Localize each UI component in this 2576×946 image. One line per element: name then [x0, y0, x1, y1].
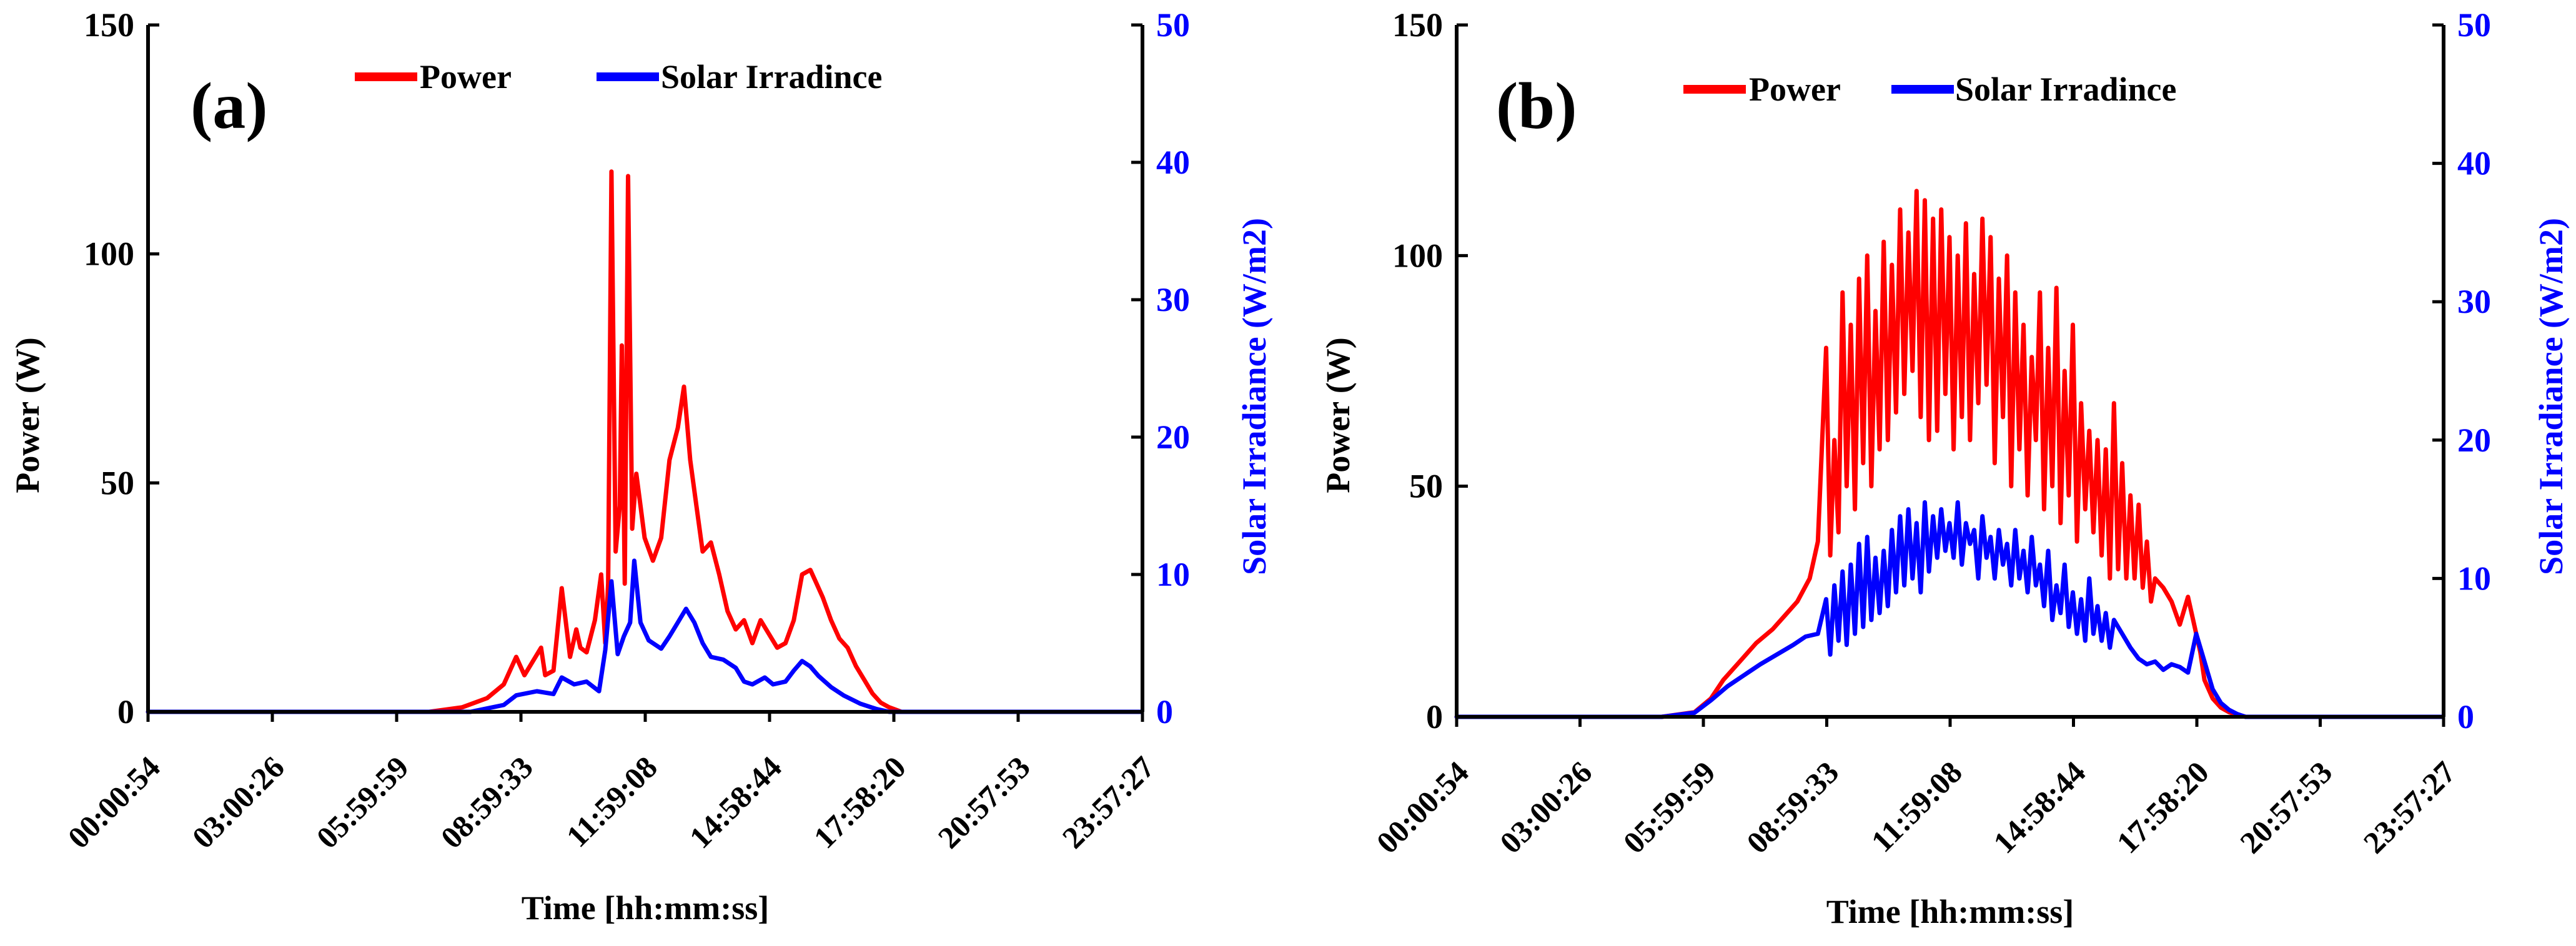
y-tick-label: 50 — [1409, 468, 1443, 505]
y-tick-label: 50 — [101, 464, 134, 501]
y2-axis-label-b: Solar Irradiance (W/m2) — [2532, 218, 2570, 575]
x-axis-label-a: Time [hh:mm:ss] — [522, 889, 769, 927]
x-tick-label: 00:00:54 — [61, 749, 167, 855]
x-tick-label: 23:57:27 — [2357, 754, 2462, 860]
series-lines-b — [1454, 189, 2445, 719]
series-line-power-a — [146, 169, 1144, 714]
x-ticks-b: 00:00:54 03:00:26 05:59:59 08:59:33 11:59:08… — [1370, 717, 2462, 860]
y-ticks-b: 0 50 100 150 — [1392, 6, 1468, 736]
y-tick-label: 0 — [117, 693, 134, 731]
x-tick-label: 05:59:59 — [1617, 754, 1722, 860]
x-ticks-a: 00:00:54 03:00:26 05:59:59 08:59:33 11:59:08… — [61, 712, 1161, 855]
x-tick-label: 17:58:20 — [2110, 754, 2216, 860]
x-tick-label: 20:57:53 — [2233, 754, 2339, 860]
y2-tick-label: 30 — [1156, 281, 1190, 318]
x-tick-label: 14:58:44 — [683, 749, 788, 855]
y-tick-label: 150 — [84, 6, 134, 44]
series-line-solar-irradince-b — [1454, 500, 2445, 719]
y-tick-label: 150 — [1392, 6, 1443, 44]
y-tick-label: 100 — [1392, 237, 1443, 274]
x-axis-label-b: Time [hh:mm:ss] — [1826, 893, 2074, 930]
y2-tick-label: 0 — [2457, 698, 2474, 736]
x-tick-label: 20:57:53 — [931, 749, 1037, 855]
y2-tick-label: 10 — [1156, 556, 1190, 593]
y2-tick-label: 20 — [1156, 418, 1190, 456]
y-axis-label-a: Power (W) — [9, 337, 46, 493]
x-tick-label: 17:58:20 — [807, 749, 913, 855]
x-tick-label: 14:58:44 — [1986, 754, 2092, 860]
x-tick-label: 03:00:26 — [186, 749, 291, 855]
legend-b: Power Solar Irradince — [1683, 71, 2176, 108]
x-tick-label: 08:59:33 — [434, 749, 540, 855]
legend-irradiance-label-a: Solar Irradince — [661, 58, 882, 96]
y2-tick-label: 50 — [1156, 6, 1190, 44]
y2-ticks-a: 0 10 20 30 40 50 — [1131, 6, 1190, 731]
y2-tick-label: 40 — [1156, 144, 1190, 181]
y-ticks-a: 0 50 100 150 — [84, 6, 159, 731]
panel-label-b: (b) — [1496, 69, 1577, 142]
series-line-power-b — [1454, 189, 2445, 719]
chart-panel-b: 0 50 100 150 0 10 20 30 40 50 00:00:54 03:00:26 05… — [1319, 6, 2570, 930]
y2-tick-label: 30 — [2457, 283, 2491, 320]
x-tick-label: 08:59:33 — [1740, 754, 1845, 860]
legend-irradiance-label-b: Solar Irradince — [1955, 71, 2176, 108]
y-tick-label: 0 — [1426, 698, 1443, 736]
series-lines-a — [146, 169, 1144, 714]
y2-tick-label: 0 — [1156, 693, 1173, 731]
chart-panel-a: 0 50 100 150 0 10 20 30 40 50 00:00:54 03:00:26 05… — [9, 6, 1273, 927]
x-tick-label: 03:00:26 — [1493, 754, 1598, 860]
y2-tick-label: 40 — [2457, 145, 2491, 182]
x-tick-label: 23:57:27 — [1056, 749, 1161, 855]
x-tick-label: 11:59:08 — [560, 749, 664, 854]
series-line-solar-irradince-a — [146, 558, 1144, 714]
legend-power-label-a: Power — [420, 58, 512, 96]
plot-area-a — [148, 25, 1142, 712]
y2-tick-label: 20 — [2457, 421, 2491, 459]
y2-ticks-b: 0 10 20 30 40 50 — [2432, 6, 2491, 736]
y-axis-label-b: Power (W) — [1319, 337, 1357, 493]
legend-a: Power Solar Irradince — [355, 58, 882, 96]
y2-tick-label: 10 — [2457, 559, 2491, 597]
x-tick-label: 11:59:08 — [1865, 754, 1969, 859]
y2-tick-label: 50 — [2457, 6, 2491, 44]
y-tick-label: 100 — [84, 235, 134, 273]
panel-label-a: (a) — [191, 69, 268, 142]
x-tick-label: 00:00:54 — [1370, 754, 1475, 860]
x-tick-label: 05:59:59 — [310, 749, 415, 855]
legend-power-label-b: Power — [1749, 71, 1841, 108]
y2-axis-label-a: Solar Irradiance (W/m2) — [1236, 218, 1273, 575]
